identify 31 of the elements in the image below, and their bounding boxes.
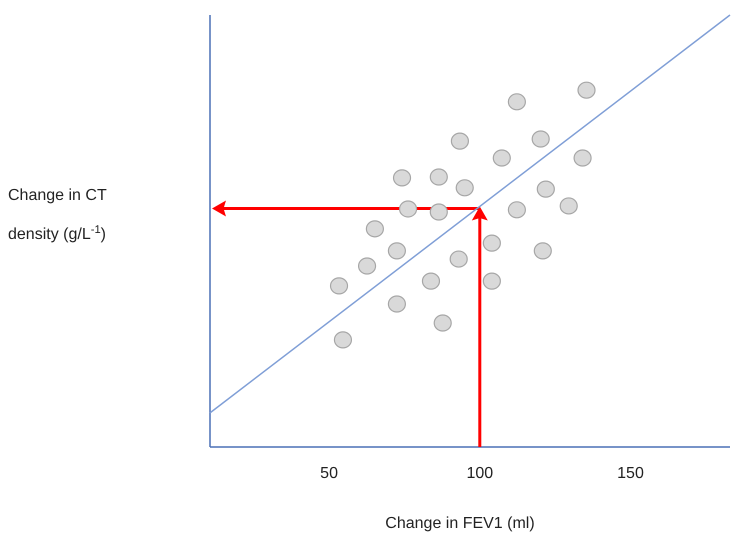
point — [492, 149, 511, 167]
point — [508, 201, 526, 218]
point — [532, 130, 550, 148]
point — [366, 220, 384, 238]
point — [388, 242, 406, 260]
x-tick-label: 50 — [320, 465, 338, 482]
point — [482, 272, 501, 290]
point — [456, 179, 474, 196]
point — [482, 234, 501, 252]
point — [534, 242, 552, 260]
x-axis-title: Change in FEV1 (ml) — [385, 515, 535, 532]
point — [358, 257, 376, 275]
point — [560, 197, 578, 215]
x-tick-label: 100 — [466, 465, 494, 482]
point — [536, 180, 555, 198]
text: Change in CT density (g/L$^{-1}$) — [8, 187, 107, 243]
point — [334, 331, 352, 348]
point — [422, 272, 440, 290]
point — [392, 169, 412, 186]
point — [573, 149, 592, 167]
point — [508, 93, 526, 110]
point — [430, 168, 448, 186]
point — [434, 314, 452, 332]
point — [450, 250, 468, 268]
point — [398, 200, 418, 218]
point — [577, 82, 596, 99]
x-tick-label: 150 — [617, 465, 644, 482]
point — [330, 277, 348, 294]
point — [388, 295, 406, 313]
point — [430, 203, 448, 221]
point — [450, 132, 469, 150]
